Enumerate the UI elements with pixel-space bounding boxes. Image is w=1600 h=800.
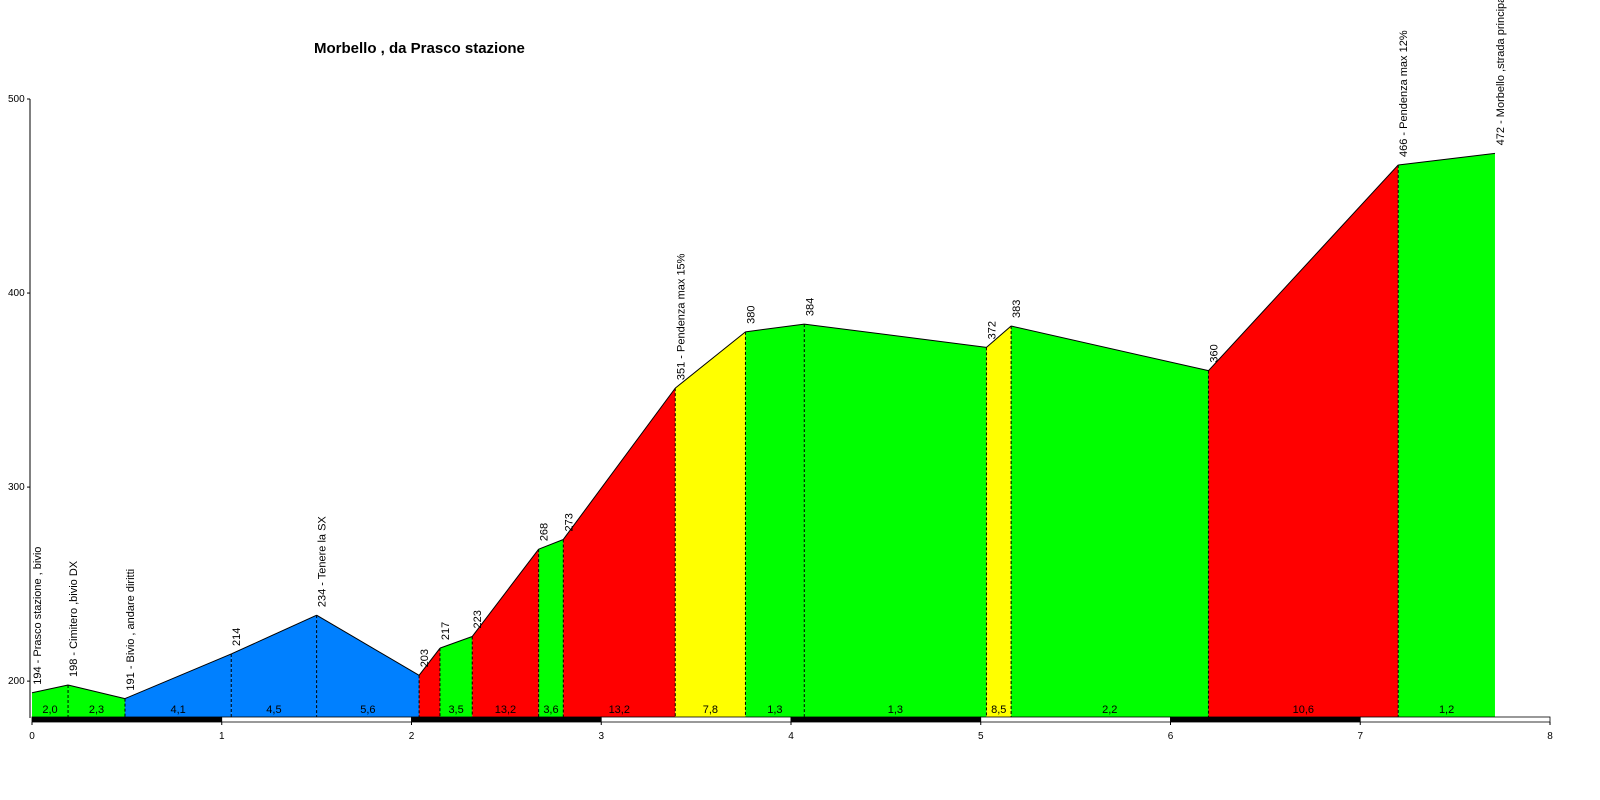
grade-label: 1,2 xyxy=(1439,704,1454,716)
profile-edge xyxy=(674,331,746,389)
scale-bar xyxy=(31,716,223,723)
x-tick-label: 1 xyxy=(219,731,225,742)
chart-title: Morbello , da Prasco stazione xyxy=(314,40,525,57)
grade-label: 2,3 xyxy=(89,704,104,716)
x-tick-label: 6 xyxy=(1168,731,1174,742)
point-label: 384 xyxy=(804,298,816,316)
y-tick-label: 200 xyxy=(8,676,25,687)
scale-bar xyxy=(411,716,602,723)
grade-label: 3,5 xyxy=(448,704,463,716)
profile-edge xyxy=(562,387,676,540)
point-label: 466 - Pendenza max 12% xyxy=(1398,30,1410,157)
profile-edge xyxy=(439,636,473,649)
point-label: 217 xyxy=(440,622,452,640)
profile-segment xyxy=(675,331,746,718)
profile-segment xyxy=(1398,153,1495,719)
point-label: 472 - Morbello ,strada principale xyxy=(1495,0,1507,145)
x-tick-label: 4 xyxy=(788,731,794,742)
grade-label: 2,0 xyxy=(42,704,57,716)
y-tick-label: 500 xyxy=(8,94,25,105)
profile-edge xyxy=(538,539,564,550)
profile-edge xyxy=(31,684,69,694)
x-tick-label: 5 xyxy=(978,731,984,742)
profile-segment xyxy=(419,648,440,718)
scale-bar xyxy=(790,716,982,723)
point-label: 351 - Pendenza max 15% xyxy=(675,253,687,380)
point-label: 198 - Cimitero ,bivio DX xyxy=(68,560,80,677)
x-tick-label: 8 xyxy=(1547,731,1553,742)
grade-label: 4,5 xyxy=(266,704,281,716)
grade-label: 7,8 xyxy=(703,704,718,716)
scale-bar xyxy=(221,716,412,723)
point-label: 191 - Bivio , andare diritti xyxy=(125,569,137,691)
point-label: 234 - Tenere la SX xyxy=(317,516,329,608)
point-label: 203 xyxy=(419,649,431,667)
profile-segment xyxy=(986,326,1012,718)
profile-edge xyxy=(124,653,232,700)
scale-bar xyxy=(980,716,1171,723)
profile-segment xyxy=(68,685,125,718)
profile-edge xyxy=(1010,325,1209,372)
profile-segment xyxy=(231,615,317,718)
profile-segment xyxy=(563,388,676,718)
profile-edge xyxy=(1208,164,1399,372)
profile-segment xyxy=(804,324,987,718)
profile-segment xyxy=(1208,164,1399,718)
grade-label: 1,3 xyxy=(888,704,903,716)
grade-label: 10,6 xyxy=(1293,704,1314,716)
point-label: 268 xyxy=(539,523,551,541)
scale-bar xyxy=(600,716,792,723)
y-tick-label: 400 xyxy=(8,288,25,299)
scale-bar xyxy=(1170,716,1361,723)
profile-edge xyxy=(986,325,1012,348)
point-label: 360 xyxy=(1208,344,1220,362)
point-label: 214 xyxy=(231,628,243,646)
profile-segment xyxy=(439,636,473,718)
point-label: 194 - Prasco stazione , bivio xyxy=(32,547,44,685)
grade-label: 3,6 xyxy=(543,704,558,716)
profile-edge xyxy=(67,684,126,700)
profile-segment xyxy=(1011,326,1209,718)
scale-bar xyxy=(1359,716,1551,723)
grade-label: 2,2 xyxy=(1102,704,1117,716)
point-label: 380 xyxy=(745,305,757,323)
profile-edge xyxy=(231,614,317,655)
profile-edge xyxy=(418,647,441,676)
x-tick-label: 3 xyxy=(598,731,604,742)
profile-edge xyxy=(471,548,540,637)
point-label: 273 xyxy=(563,513,575,531)
profile-segment xyxy=(32,685,69,718)
x-tick-label: 7 xyxy=(1357,731,1363,742)
y-tick-label: 300 xyxy=(8,482,25,493)
grade-label: 5,6 xyxy=(360,704,375,716)
point-label: 383 xyxy=(1011,300,1023,318)
profile-edge xyxy=(316,614,420,676)
x-tick-label: 2 xyxy=(409,731,415,742)
grade-label: 13,2 xyxy=(609,704,630,716)
point-label: 372 xyxy=(986,321,998,339)
profile-segment xyxy=(538,539,564,718)
profile-edge xyxy=(1398,152,1496,166)
grade-label: 1,3 xyxy=(767,704,782,716)
profile-edge xyxy=(804,323,987,348)
grade-label: 8,5 xyxy=(991,704,1006,716)
grade-label: 13,2 xyxy=(495,704,516,716)
profile-segment xyxy=(472,549,539,718)
x-tick-label: 0 xyxy=(29,731,35,742)
point-label: 223 xyxy=(472,610,484,628)
profile-edge xyxy=(745,323,805,333)
grade-label: 4,1 xyxy=(170,704,185,716)
profile-segment xyxy=(316,615,420,718)
profile-segment xyxy=(124,653,232,718)
profile-segment xyxy=(745,324,805,718)
